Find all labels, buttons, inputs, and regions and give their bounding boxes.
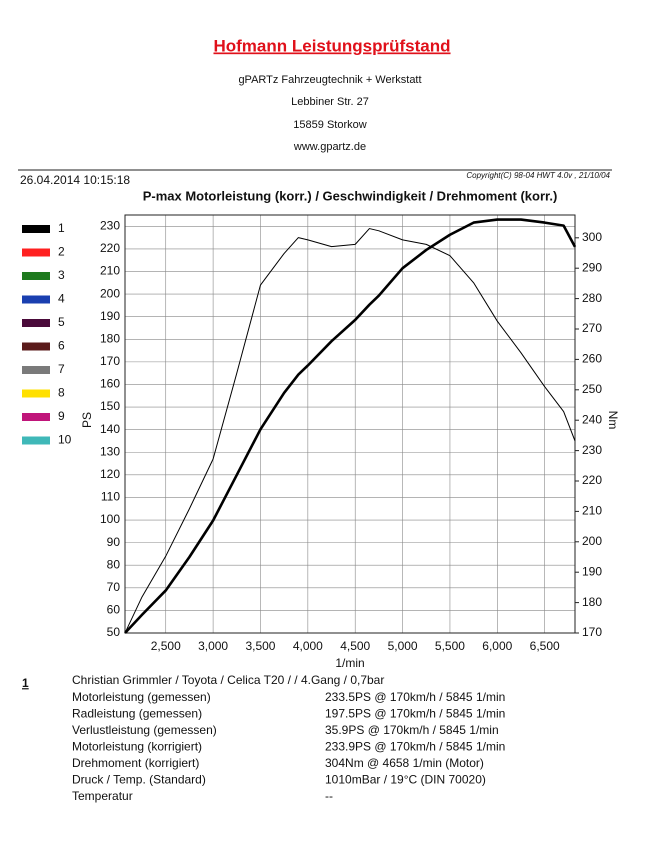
y-tick-label: 200	[100, 286, 120, 300]
legend-swatch	[22, 389, 50, 398]
result-label: Verlustleistung (gemessen)	[72, 723, 217, 737]
chart-title: P-max Motorleistung (korr.) / Geschwindi…	[143, 188, 558, 203]
city: 15859 Storkow	[293, 119, 366, 131]
legend-swatch	[22, 342, 50, 351]
x-tick-label: 2,500	[151, 639, 181, 653]
legend-swatch	[22, 272, 50, 280]
y2-tick-label: 230	[582, 443, 602, 457]
result-value: 233.5PS @ 170km/h / 5845 1/min	[325, 690, 505, 704]
legend-swatch	[22, 248, 50, 257]
legend-swatch	[22, 366, 50, 374]
legend-label: 7	[58, 362, 65, 376]
y2-tick-label: 190	[582, 564, 602, 578]
y-tick-label: 130	[100, 444, 120, 458]
result-label: Motorleistung (gemessen)	[72, 690, 211, 704]
legend-label: 2	[58, 245, 65, 259]
y-tick-label: 140	[100, 422, 120, 436]
result-value: 233.9PS @ 170km/h / 5845 1/min	[325, 740, 505, 754]
result-label: Radleistung (gemessen)	[72, 707, 202, 721]
plot-frame	[124, 214, 576, 634]
legend-label: 9	[58, 409, 65, 423]
legend-swatch	[22, 319, 50, 327]
copyright: Copyright(C) 98-04 HWT 4.0v , 21/10/04	[466, 171, 610, 180]
legend-swatch	[22, 225, 50, 233]
y-tick-label: 210	[100, 264, 120, 278]
legend-label: 6	[58, 339, 65, 353]
result-label: Temperatur	[72, 789, 133, 803]
y-tick-label: 110	[101, 490, 120, 504]
company: gPARTz Fahrzeugtechnik + Werkstatt	[238, 74, 421, 86]
y-tick-label: 150	[100, 399, 120, 413]
x-tick-label: 4,500	[340, 639, 370, 653]
y2-tick-label: 220	[582, 473, 602, 487]
datetime: 26.04.2014 10:15:18	[20, 173, 130, 187]
x-tick-label: 6,500	[530, 639, 560, 653]
series-line	[124, 218, 577, 634]
x-tick-label: 3,000	[198, 639, 228, 653]
run-number: 1	[22, 676, 29, 690]
y-tick-label: 90	[107, 535, 121, 549]
y-tick-label: 80	[107, 557, 121, 571]
y-tick-label: 120	[100, 467, 120, 481]
legend-label: 3	[58, 268, 65, 282]
y-tick-label: 70	[107, 580, 121, 594]
x-tick-label: 4,000	[293, 639, 323, 653]
y2-tick-label: 280	[582, 291, 602, 305]
result-label: Motorleistung (korrigiert)	[72, 740, 202, 754]
y2-tick-label: 170	[582, 625, 602, 639]
y-tick-label: 60	[107, 603, 121, 617]
y2-tick-label: 270	[582, 321, 602, 335]
x-tick-label: 6,000	[482, 639, 512, 653]
y2-tick-label: 250	[582, 382, 602, 396]
x-tick-label: 5,000	[388, 639, 418, 653]
y2-tick-label: 300	[582, 230, 602, 244]
legend-swatch	[22, 295, 50, 304]
result-label: Druck / Temp. (Standard)	[72, 773, 206, 787]
y-tick-label: 230	[100, 218, 120, 232]
x-axis-label: 1/min	[335, 656, 364, 670]
y2-tick-label: 260	[582, 352, 602, 366]
vehicle: Christian Grimmler / Toyota / Celica T20…	[72, 673, 384, 687]
legend-label: 10	[58, 433, 72, 447]
result-value: 197.5PS @ 170km/h / 5845 1/min	[325, 707, 505, 721]
result-value: 35.9PS @ 170km/h / 5845 1/min	[325, 723, 499, 737]
y2-tick-label: 290	[582, 260, 602, 274]
x-tick-label: 5,500	[435, 639, 465, 653]
x-tick-label: 3,500	[245, 639, 275, 653]
result-label: Drehmoment (korrigiert)	[72, 756, 199, 770]
y-tick-label: 100	[100, 512, 120, 526]
street: Lebbiner Str. 27	[291, 96, 369, 108]
y-axis-label: PS	[80, 412, 94, 428]
legend-swatch	[22, 436, 50, 445]
y2-tick-label: 240	[582, 412, 602, 426]
y-tick-label: 170	[100, 354, 120, 368]
y2-tick-label: 200	[582, 534, 602, 548]
y-tick-label: 190	[100, 309, 120, 323]
legend-label: 5	[58, 315, 65, 329]
legend-label: 4	[58, 292, 65, 306]
y-tick-label: 50	[107, 625, 121, 639]
y-tick-label: 180	[100, 331, 120, 345]
y2-tick-label: 180	[582, 595, 602, 609]
y-tick-label: 220	[100, 241, 120, 255]
series-line	[124, 228, 576, 634]
result-value: --	[325, 789, 333, 803]
web: www.gpartz.de	[293, 141, 366, 153]
result-value: 1010mBar / 19°C (DIN 70020)	[325, 773, 486, 787]
legend-swatch	[22, 413, 50, 421]
y2-tick-label: 210	[582, 504, 602, 518]
result-value: 304Nm @ 4658 1/min (Motor)	[325, 756, 484, 770]
page-title: Hofmann Leistungsprüfstand	[213, 36, 450, 55]
y2-axis-label: Nm	[606, 411, 620, 430]
legend-label: 8	[58, 386, 65, 400]
legend-label: 1	[58, 221, 65, 235]
y-tick-label: 160	[100, 377, 120, 391]
